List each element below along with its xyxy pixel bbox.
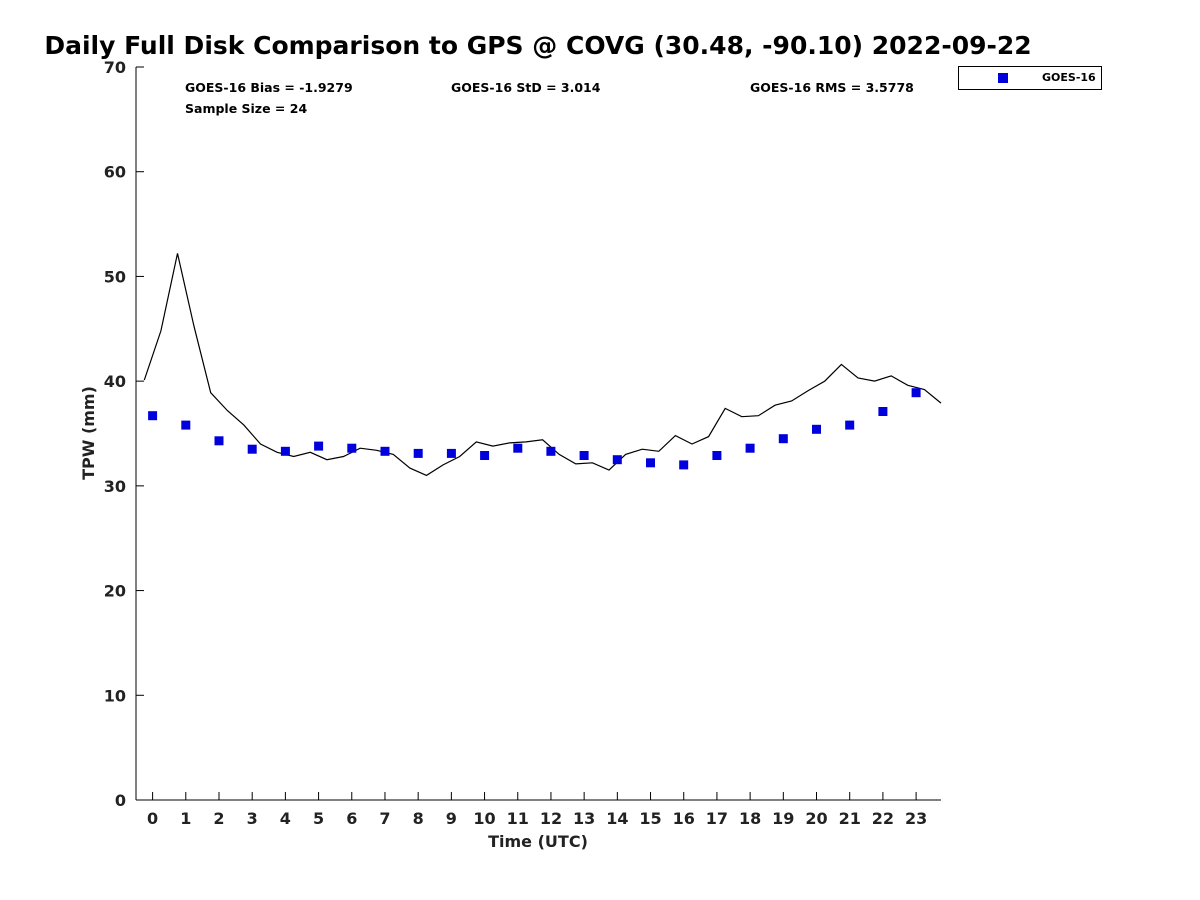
x-tick-label: 19 [772, 809, 794, 828]
legend-box [958, 66, 1102, 90]
x-tick-label: 12 [540, 809, 562, 828]
x-tick-label: 23 [905, 809, 927, 828]
x-tick-label: 5 [313, 809, 324, 828]
x-tick-label: 10 [473, 809, 495, 828]
x-tick-label: 15 [639, 809, 661, 828]
goes16-series-markers [148, 388, 921, 470]
data-point [380, 446, 390, 456]
data-point [646, 458, 655, 468]
data-point [845, 420, 855, 430]
data-point [812, 424, 821, 434]
y-tick-label: 10 [104, 686, 126, 705]
data-point [181, 420, 191, 430]
y-tick-label: 0 [115, 791, 126, 810]
data-point [314, 441, 324, 451]
legend-marker [998, 73, 1008, 83]
data-point [878, 407, 888, 416]
x-tick-label: 11 [507, 809, 529, 828]
x-tick-label: 20 [805, 809, 827, 828]
data-point [546, 446, 556, 456]
data-point [712, 451, 722, 460]
data-point [446, 448, 456, 458]
x-tick-label: 6 [346, 809, 357, 828]
data-point [280, 446, 290, 456]
x-tick-label: 0 [147, 809, 158, 828]
y-tick-label: 20 [104, 582, 126, 601]
x-tick-label: 3 [247, 809, 258, 828]
stat-rms: GOES-16 RMS = 3.5778 [750, 80, 914, 95]
data-point [480, 451, 490, 460]
x-tick-label: 8 [413, 809, 424, 828]
x-tick-label: 17 [706, 809, 728, 828]
chart-title: Daily Full Disk Comparison to GPS @ COVG… [44, 31, 1031, 60]
x-tick-label: 7 [379, 809, 390, 828]
series-line [143, 253, 942, 477]
y-tick-label: 70 [104, 58, 126, 77]
x-tick-label: 9 [446, 809, 457, 828]
x-tick-label: 4 [280, 809, 291, 828]
y-tick-label: 50 [104, 267, 126, 286]
y-tick-label: 40 [104, 372, 126, 391]
x-tick-label: 13 [573, 809, 595, 828]
x-tick-label: 21 [839, 809, 861, 828]
legend-label: GOES-16 [1042, 71, 1096, 84]
x-tick-label: 22 [872, 809, 894, 828]
data-point [513, 443, 523, 453]
data-point [347, 443, 357, 453]
y-axis-label: TPW (mm) [79, 386, 98, 480]
gps-series-line [143, 253, 942, 477]
x-tick-label: 18 [739, 809, 761, 828]
data-point [247, 444, 257, 454]
data-point [911, 388, 921, 398]
stat-std: GOES-16 StD = 3.014 [451, 80, 601, 95]
data-point [745, 443, 755, 453]
x-tick-label: 16 [673, 809, 695, 828]
data-point [778, 434, 788, 444]
data-point [214, 436, 224, 446]
data-point [148, 411, 158, 421]
data-point [679, 460, 689, 470]
data-point [413, 448, 423, 458]
y-tick-label: 60 [104, 163, 126, 182]
x-tick-label: 2 [213, 809, 224, 828]
data-point [579, 451, 589, 460]
legend: GOES-16 [958, 66, 1102, 90]
x-tick-label: 14 [606, 809, 628, 828]
x-tick-label: 1 [180, 809, 191, 828]
stat-bias: GOES-16 Bias = -1.9279 [185, 80, 353, 95]
stat-sample-size: Sample Size = 24 [185, 101, 307, 116]
x-axis-label: Time (UTC) [488, 832, 588, 851]
data-point [612, 455, 622, 465]
y-tick-label: 30 [104, 477, 126, 496]
